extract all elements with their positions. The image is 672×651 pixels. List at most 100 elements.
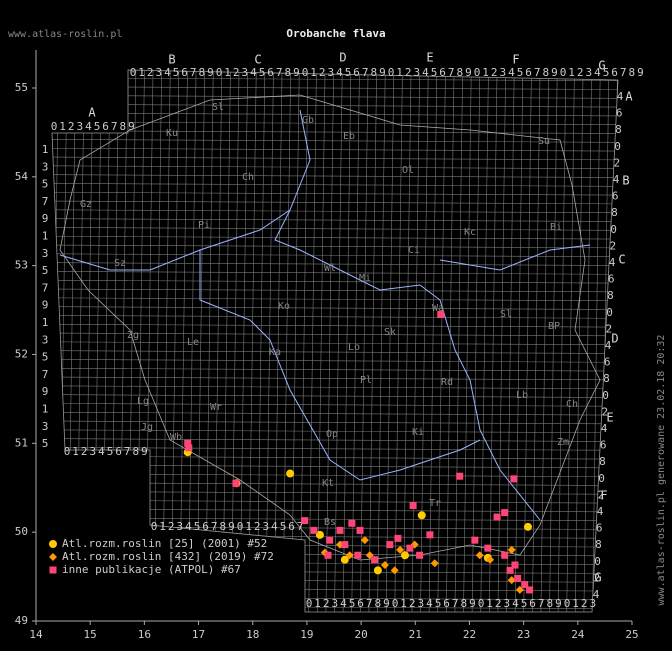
- grid-line: [52, 95, 618, 99]
- grid-digit: 1: [482, 66, 489, 79]
- grid-line: [52, 147, 618, 152]
- grid-digit: 1: [314, 597, 321, 610]
- grid-digit: 0: [51, 120, 58, 133]
- grid-digit: 0: [64, 445, 71, 458]
- grid-digit: 7: [362, 66, 369, 79]
- grid-digit: 9: [207, 66, 214, 79]
- grid-digit: 4: [613, 173, 620, 186]
- grid-line: [52, 359, 618, 363]
- grid-letter: A: [625, 90, 633, 104]
- legend-marker: [49, 566, 57, 574]
- grid-digit: 3: [585, 66, 592, 79]
- grid-digit: 4: [340, 597, 347, 610]
- grid-line: [463, 70, 472, 612]
- grid-digit: 6: [611, 66, 618, 79]
- grid-digit: 6: [596, 522, 603, 535]
- grid-digit: 9: [551, 66, 558, 79]
- river: [199, 250, 481, 481]
- grid-digit: 3: [89, 445, 96, 458]
- y-tick-label: 54: [15, 170, 29, 183]
- grid-digit: 7: [452, 597, 459, 610]
- grid-line: [411, 70, 421, 612]
- grid-line: [514, 70, 524, 612]
- grid-digit: 5: [42, 178, 49, 191]
- grid-digit: 7: [297, 520, 304, 533]
- grid-digit: 9: [379, 66, 386, 79]
- grid-line: [316, 70, 326, 612]
- grid-digit: 6: [608, 273, 615, 286]
- grid-digit: 9: [555, 597, 562, 610]
- grid-line: [52, 499, 618, 504]
- grid-digit: 2: [491, 66, 498, 79]
- grid-digit: 1: [42, 143, 49, 156]
- grid-digit: 0: [216, 66, 223, 79]
- grid-line: [52, 367, 618, 372]
- grid-line: [549, 70, 558, 612]
- region-label: Jg: [141, 422, 153, 433]
- grid-digit: 8: [119, 120, 126, 133]
- grid-digit: 4: [426, 597, 433, 610]
- grid-line: [52, 429, 618, 434]
- point: [416, 551, 424, 559]
- grid-line: [52, 165, 618, 170]
- y-tick-label: 51: [15, 436, 28, 449]
- grid-line: [52, 77, 618, 82]
- grid-letter: F: [600, 489, 607, 503]
- region-label: Wr: [210, 402, 222, 413]
- grid-line: [52, 332, 618, 337]
- grid-line: [196, 70, 206, 612]
- grid-line: [52, 244, 618, 249]
- grid-line: [230, 70, 240, 612]
- grid-digit: 3: [589, 597, 596, 610]
- grid-digit: 5: [194, 520, 201, 533]
- grid-digit: 8: [284, 66, 291, 79]
- grid-letter: E: [426, 51, 433, 65]
- grid-digit: 4: [508, 66, 515, 79]
- grid-line: [187, 70, 197, 612]
- point: [371, 556, 379, 564]
- grid-digit: 8: [198, 66, 205, 79]
- grid-line: [402, 70, 412, 612]
- grid-digit: 8: [219, 520, 226, 533]
- x-tick-label: 14: [29, 628, 43, 641]
- grid-digit: 8: [370, 66, 377, 79]
- region-label: BP: [548, 321, 560, 332]
- grid-line: [213, 70, 223, 612]
- grid-digit: 1: [400, 597, 407, 610]
- grid-digit: 9: [42, 212, 49, 225]
- point: [396, 545, 405, 554]
- grid-digit: 7: [42, 281, 49, 294]
- grid-line: [52, 473, 618, 478]
- grid-digit: 9: [469, 597, 476, 610]
- grid-line: [471, 70, 481, 612]
- grid-digit: 2: [254, 520, 261, 533]
- grid-digit: 2: [319, 66, 326, 79]
- point: [430, 559, 439, 568]
- grid-digit: 4: [617, 90, 624, 103]
- grid-digit: 1: [159, 520, 166, 533]
- region-label: Ci: [408, 245, 420, 256]
- x-tick-label: 17: [192, 628, 205, 641]
- grid-line: [52, 279, 618, 284]
- grid-line: [52, 86, 618, 90]
- grid-line: [273, 70, 283, 612]
- point: [394, 534, 402, 542]
- river: [274, 109, 541, 521]
- grid-letter: A: [88, 106, 96, 120]
- grid-line: [299, 70, 309, 612]
- grid-digit: 9: [293, 66, 300, 79]
- grid-line: [40, 615, 640, 618]
- grid-digit: 3: [42, 160, 49, 173]
- grid-line: [52, 315, 618, 319]
- grid-digit: 4: [98, 445, 105, 458]
- grid-line: [52, 70, 59, 612]
- river: [439, 244, 591, 271]
- grid-line: [110, 70, 120, 612]
- grid-digit: 4: [336, 66, 343, 79]
- grid-digit: 3: [331, 597, 338, 610]
- grid-digit: 3: [42, 247, 49, 260]
- grid-digit: 2: [81, 445, 88, 458]
- grid-digit: 5: [431, 66, 438, 79]
- grid-digit: 1: [138, 66, 145, 79]
- region-label: Kt: [322, 478, 334, 489]
